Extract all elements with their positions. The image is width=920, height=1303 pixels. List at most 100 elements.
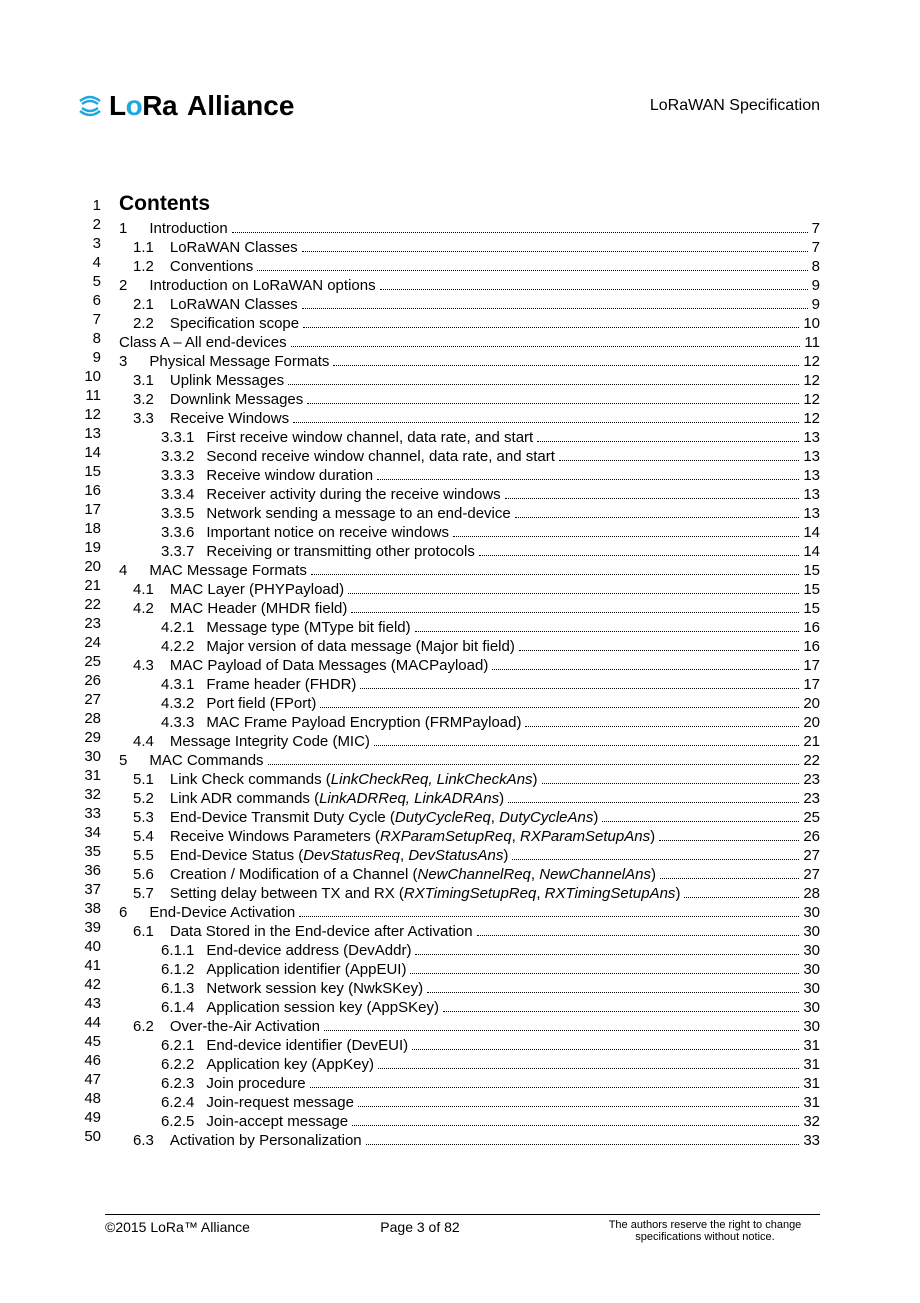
line-number: 31	[75, 766, 101, 785]
line-number: 30	[75, 747, 101, 766]
toc-page-number: 7	[812, 220, 820, 237]
toc-leader-dots	[378, 1068, 799, 1069]
toc-title: MAC Layer (PHYPayload)	[170, 581, 344, 598]
toc-entry: 3.3.6Important notice on receive windows…	[119, 524, 820, 543]
toc-title: Second receive window channel, data rate…	[206, 448, 555, 465]
toc-entry: 4.1MAC Layer (PHYPayload)15	[119, 581, 820, 600]
toc-leader-dots	[320, 707, 799, 708]
toc-page-number: 30	[803, 961, 820, 978]
line-number: 6	[75, 291, 101, 310]
toc-page-number: 13	[803, 505, 820, 522]
toc-entry: 5.1Link Check commands (LinkCheckReq, Li…	[119, 771, 820, 790]
toc-number: 5.6	[133, 866, 154, 883]
line-number: 9	[75, 348, 101, 367]
toc-title: Conventions	[170, 258, 253, 275]
lora-wave-icon	[75, 91, 105, 121]
line-number: 24	[75, 633, 101, 652]
line-number: 25	[75, 652, 101, 671]
toc-page-number: 30	[803, 942, 820, 959]
toc-title: MAC Payload of Data Messages (MACPayload…	[170, 657, 488, 674]
toc-title: End-device address (DevAddr)	[206, 942, 411, 959]
toc-title: Physical Message Formats	[149, 353, 329, 370]
toc-entry: 6.3Activation by Personalization33	[119, 1132, 820, 1151]
logo-alliance-text: Alliance	[187, 90, 294, 122]
toc-number: 4.1	[133, 581, 154, 598]
toc-entry: 5.3End-Device Transmit Duty Cycle (DutyC…	[119, 809, 820, 828]
toc-number: 6.1.4	[161, 999, 194, 1016]
toc-leader-dots	[358, 1106, 799, 1107]
toc-number: 4.2	[133, 600, 154, 617]
toc-page-number: 16	[803, 638, 820, 655]
toc-number: 5.4	[133, 828, 154, 845]
toc-page-number: 13	[803, 448, 820, 465]
toc-number: 6.1.1	[161, 942, 194, 959]
toc-page-number: 21	[803, 733, 820, 750]
toc-leader-dots	[542, 783, 800, 784]
line-number: 18	[75, 519, 101, 538]
toc-leader-dots	[268, 764, 800, 765]
table-of-contents: 1Introduction71.1LoRaWAN Classes71.2Conv…	[119, 220, 820, 1151]
toc-title: End-Device Activation	[149, 904, 295, 921]
line-number: 28	[75, 709, 101, 728]
toc-title: Receive window duration	[206, 467, 373, 484]
toc-leader-dots	[299, 916, 799, 917]
toc-leader-dots	[492, 669, 799, 670]
toc-page-number: 13	[803, 429, 820, 446]
toc-title: Downlink Messages	[170, 391, 303, 408]
line-number: 47	[75, 1070, 101, 1089]
toc-page-number: 15	[803, 562, 820, 579]
toc-entry: 4.3.2Port field (FPort)20	[119, 695, 820, 714]
toc-title: Setting delay between TX and RX (RXTimin…	[170, 885, 681, 902]
line-number: 16	[75, 481, 101, 500]
toc-number: 5.5	[133, 847, 154, 864]
toc-title: Activation by Personalization	[170, 1132, 362, 1149]
toc-page-number: 12	[803, 372, 820, 389]
line-number: 20	[75, 557, 101, 576]
toc-leader-dots	[410, 973, 799, 974]
line-number: 2	[75, 215, 101, 234]
toc-number: 3.3.2	[161, 448, 194, 465]
line-number: 15	[75, 462, 101, 481]
line-number: 1	[75, 196, 101, 215]
toc-title: MAC Message Formats	[149, 562, 307, 579]
toc-page-number: 11	[804, 334, 820, 351]
toc-leader-dots	[302, 251, 808, 252]
toc-title: Message type (MType bit field)	[206, 619, 410, 636]
toc-page-number: 30	[803, 999, 820, 1016]
toc-number: 1.1	[133, 239, 154, 256]
toc-title: End-Device Transmit Duty Cycle (DutyCycl…	[170, 809, 598, 826]
toc-title: MAC Header (MHDR field)	[170, 600, 348, 617]
toc-title: Introduction on LoRaWAN options	[149, 277, 375, 294]
toc-number: 3.3.5	[161, 505, 194, 522]
toc-leader-dots	[477, 935, 800, 936]
toc-number: 6.2.1	[161, 1037, 194, 1054]
toc-entry: 3.3.2 Second receive window channel, data…	[119, 448, 820, 467]
toc-page-number: 13	[803, 486, 820, 503]
toc-number: 6.1	[133, 923, 154, 940]
toc-leader-dots	[412, 1049, 799, 1050]
document-title: LoRaWAN Specification	[650, 97, 820, 115]
toc-entry: 5.2Link ADR commands (LinkADRReq, LinkAD…	[119, 790, 820, 809]
toc-entry: 6End-Device Activation30	[119, 904, 820, 923]
toc-leader-dots	[302, 308, 808, 309]
line-number: 42	[75, 975, 101, 994]
toc-number: 4.2.1	[161, 619, 194, 636]
page-footer: ©2015 LoRa™ Alliance Page 3 of 82 The au…	[105, 1214, 820, 1243]
toc-number: 5.7	[133, 885, 154, 902]
toc-number: 1	[119, 220, 127, 237]
toc-number: 1.2	[133, 258, 154, 275]
toc-page-number: 12	[803, 410, 820, 427]
toc-entry: 5.5End-Device Status (DevStatusReq, DevS…	[119, 847, 820, 866]
toc-leader-dots	[508, 802, 799, 803]
toc-entry: 3.3.1First receive window channel, data …	[119, 429, 820, 448]
toc-leader-dots	[351, 612, 799, 613]
toc-page-number: 30	[803, 904, 820, 921]
toc-title: Uplink Messages	[170, 372, 284, 389]
line-number: 32	[75, 785, 101, 804]
toc-entry: 3.3.3Receive window duration13	[119, 467, 820, 486]
line-number: 17	[75, 500, 101, 519]
line-number: 5	[75, 272, 101, 291]
toc-page-number: 13	[803, 467, 820, 484]
toc-entry: 4.2.2Major version of data message (Majo…	[119, 638, 820, 657]
toc-page-number: 32	[803, 1113, 820, 1130]
